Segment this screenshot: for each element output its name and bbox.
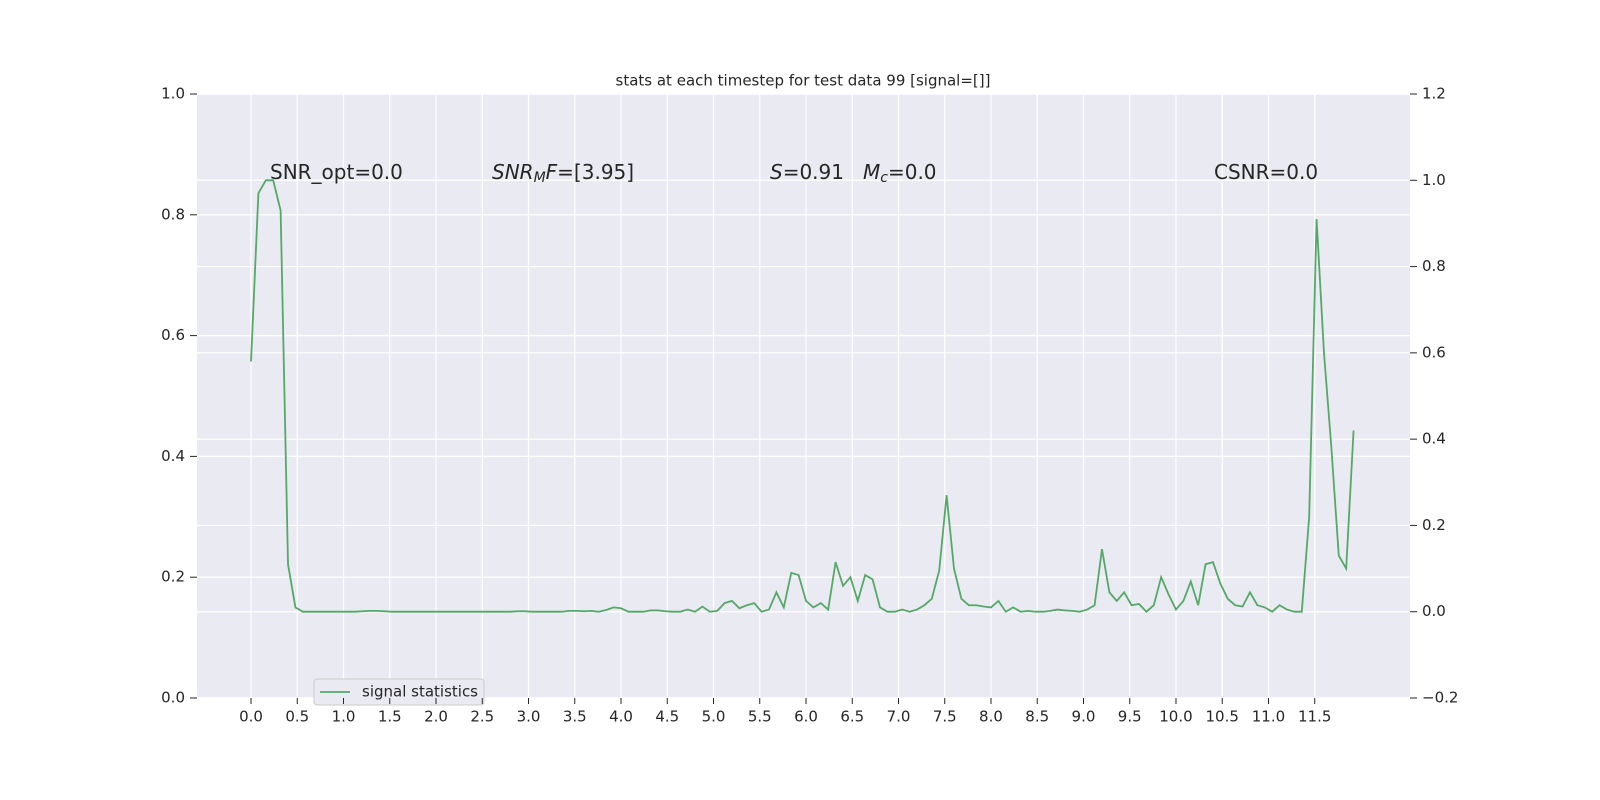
legend: signal statistics — [313, 678, 485, 706]
annotation-part: M — [863, 160, 880, 184]
annotation: CSNR=0.0 — [1214, 160, 1318, 184]
annotation: Mc=0.0 — [863, 160, 937, 187]
x-tick-label: 3.5 — [563, 708, 587, 726]
y-tick-label: 1.0 — [161, 85, 185, 103]
x-tick-label: 10.0 — [1159, 708, 1192, 726]
y2-tick-label: 1.2 — [1422, 85, 1446, 103]
y2-tick-label: 1.0 — [1422, 171, 1446, 189]
x-tick-label: 0.5 — [285, 708, 309, 726]
x-tick-label: 2.0 — [424, 708, 448, 726]
x-tick-label: 10.5 — [1206, 708, 1239, 726]
annotation-part: =[3.95] — [557, 160, 634, 184]
annotation: SNRMF=[3.95] — [492, 160, 634, 187]
y2-tick-label: 0.0 — [1422, 602, 1446, 620]
annotation-part: M — [534, 170, 546, 186]
x-tick-label: 3.0 — [517, 708, 541, 726]
y-tick-label: 0.8 — [161, 205, 185, 223]
x-tick-label: 4.0 — [609, 708, 633, 726]
annotation: S=0.91 — [770, 160, 844, 184]
y-tick-label: 0.2 — [161, 568, 185, 586]
y2-tick-label: 0.6 — [1422, 343, 1446, 361]
annotation-part: S — [770, 160, 783, 184]
x-tick-label: 2.5 — [470, 708, 494, 726]
annotation-part: F — [546, 160, 558, 184]
x-tick-label: 7.5 — [933, 708, 957, 726]
x-tick-label: 11.5 — [1298, 708, 1331, 726]
legend-label: signal statistics — [362, 683, 478, 701]
legend-box — [313, 678, 485, 706]
line — [250, 179, 1355, 613]
x-tick-label: 5.5 — [748, 708, 772, 726]
x-tick-label: 11.0 — [1252, 708, 1285, 726]
annotation-part: SNR_opt=0.0 — [270, 160, 403, 184]
y2-tick-label: 0.8 — [1422, 257, 1446, 275]
annotation-part: =0.91 — [783, 160, 844, 184]
x-tick-label: 6.5 — [840, 708, 864, 726]
y2-tick-label: −0.2 — [1422, 689, 1458, 707]
plot-area — [197, 94, 1410, 698]
x-tick-label: 7.0 — [887, 708, 911, 726]
y-tick-label: 0.4 — [161, 447, 185, 465]
y-tick-label: 0.6 — [161, 326, 185, 344]
annotation-part: CSNR=0.0 — [1214, 160, 1318, 184]
x-tick-label: 8.0 — [979, 708, 1003, 726]
x-tick-label: 1.5 — [378, 708, 402, 726]
annotation-part: c — [880, 170, 888, 186]
annotation: SNR_opt=0.0 — [270, 160, 403, 184]
x-tick-label: 6.0 — [794, 708, 818, 726]
x-tick-label: 9.5 — [1118, 708, 1142, 726]
marks — [250, 179, 1355, 613]
x-tick-label: 0.0 — [239, 708, 263, 726]
x-tick-label: 1.0 — [332, 708, 356, 726]
annotation-part: =0.0 — [888, 160, 937, 184]
y2-tick-label: 0.2 — [1422, 516, 1446, 534]
x-tick-label: 4.5 — [655, 708, 679, 726]
x-tick-label: 9.0 — [1072, 708, 1096, 726]
annotation-part: SNR — [492, 160, 534, 184]
grid — [197, 93, 1410, 699]
y2-tick-label: 0.4 — [1422, 430, 1446, 448]
x-tick-label: 5.0 — [702, 708, 726, 726]
y-tick-label: 0.0 — [161, 689, 185, 707]
chart-title: stats at each timestep for test data 99 … — [616, 72, 991, 90]
x-tick-label: 8.5 — [1025, 708, 1049, 726]
